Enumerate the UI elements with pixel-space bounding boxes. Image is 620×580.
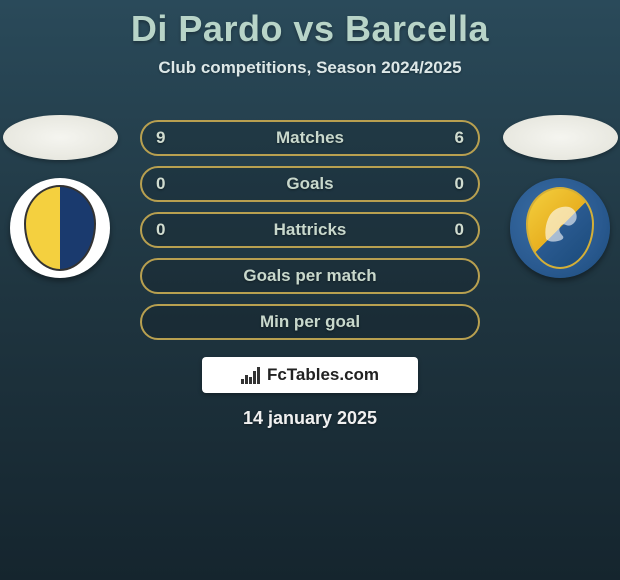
page-title: Di Pardo vs Barcella: [0, 0, 620, 50]
player-right-photo-placeholder: [503, 115, 618, 160]
stat-row-goals-per-match: Goals per match: [140, 258, 480, 294]
player-right-area: [500, 115, 620, 278]
stat-value-left: 9: [156, 128, 165, 148]
stat-row-hattricks: 0 Hattricks 0: [140, 212, 480, 248]
watermark-text: FcTables.com: [267, 365, 379, 385]
stat-label: Goals: [286, 174, 333, 194]
club-left-badge: [10, 178, 110, 278]
stats-container: 9 Matches 6 0 Goals 0 0 Hattricks 0 Goal…: [140, 120, 480, 340]
bar-chart-icon: [241, 366, 261, 384]
stat-value-right: 6: [455, 128, 464, 148]
player-left-area: [0, 115, 120, 278]
date-label: 14 january 2025: [0, 408, 620, 429]
stat-value-right: 0: [455, 220, 464, 240]
stat-value-right: 0: [455, 174, 464, 194]
lion-icon: [538, 199, 586, 249]
stat-row-goals: 0 Goals 0: [140, 166, 480, 202]
page-subtitle: Club competitions, Season 2024/2025: [0, 58, 620, 78]
player-left-photo-placeholder: [3, 115, 118, 160]
stat-label: Matches: [276, 128, 344, 148]
stat-label: Hattricks: [274, 220, 347, 240]
stat-value-left: 0: [156, 174, 165, 194]
watermark: FcTables.com: [202, 357, 418, 393]
club-right-badge: [510, 178, 610, 278]
stat-value-left: 0: [156, 220, 165, 240]
club-right-shield-icon: [526, 187, 594, 269]
stat-label: Min per goal: [260, 312, 360, 332]
stat-row-matches: 9 Matches 6: [140, 120, 480, 156]
stat-label: Goals per match: [243, 266, 376, 286]
stat-row-min-per-goal: Min per goal: [140, 304, 480, 340]
club-left-shield-icon: [24, 185, 96, 271]
